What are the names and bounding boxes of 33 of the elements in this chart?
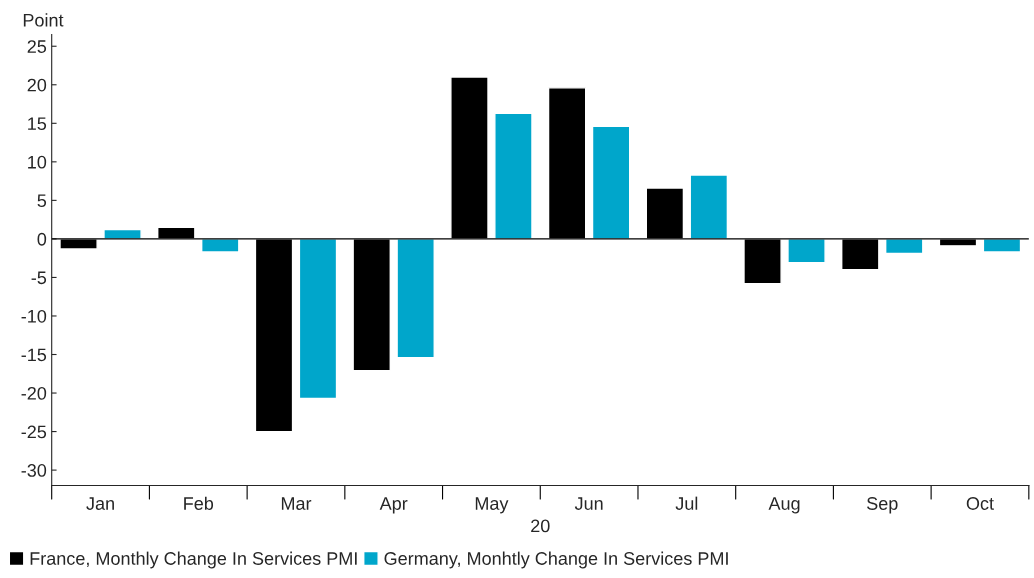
y-tick-label: -30 (21, 464, 47, 477)
bar (298, 238, 338, 400)
bar (396, 238, 435, 359)
bar (200, 238, 240, 253)
y-tick-label: 15 (28, 117, 47, 131)
y-tick-label: 0 (37, 232, 47, 246)
y-tick-label: 5 (37, 194, 47, 208)
x-tick-label: Mar (281, 497, 312, 510)
y-tick-label: -20 (21, 386, 47, 400)
y-tick-label: -10 (21, 309, 47, 323)
y-tick-label: 25 (27, 40, 47, 53)
x-tick-label: Aug (768, 497, 800, 514)
x-tick-label: Jun (574, 497, 603, 510)
x-tick-label: Jan (86, 497, 114, 510)
bar (689, 174, 729, 240)
legend-label: France, Monthly Change In Services PMI (30, 551, 357, 569)
bar (494, 112, 533, 240)
bar (787, 238, 826, 264)
y-tick-label: -5 (31, 271, 47, 285)
x-tick-label: Feb (184, 496, 214, 510)
bar (591, 125, 631, 240)
y-tick-label: 10 (28, 155, 47, 169)
legend-label: Germany, Monhtly Change In Services PMI (384, 551, 728, 569)
x-tick-label: Oct (966, 497, 994, 510)
y-tick-label: -25 (21, 425, 47, 439)
y-tick-label: -15 (21, 348, 47, 362)
y-axis-title: Point (23, 13, 64, 27)
x-tick-label: Sep (867, 497, 898, 514)
y-tick-label: 20 (27, 78, 47, 92)
x-tick-label: Apr (379, 497, 408, 514)
x-axis-title: 20 (531, 519, 550, 533)
x-tick-label: Jul (675, 496, 698, 510)
x-tick-label: May (475, 497, 509, 514)
